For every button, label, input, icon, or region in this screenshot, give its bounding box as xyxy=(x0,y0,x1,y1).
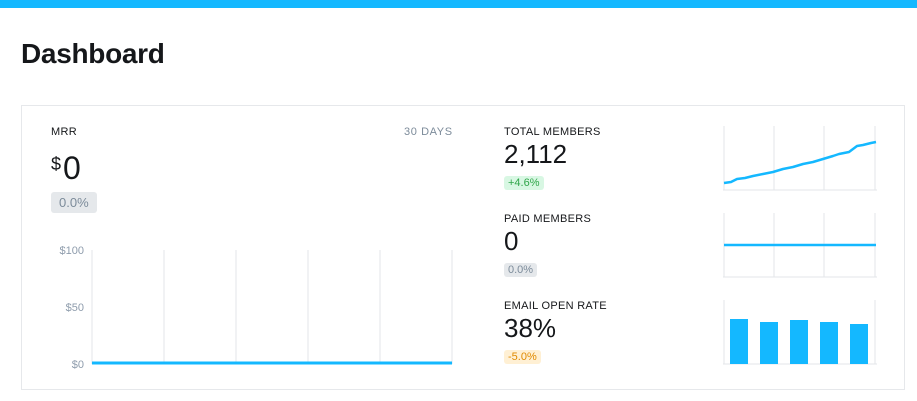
metric-value: 38% xyxy=(504,313,557,343)
email-open-rate-metric[interactable]: EMAIL OPEN RATE 38% -5.0% xyxy=(504,300,904,380)
bar xyxy=(790,320,808,364)
metric-value: 0 xyxy=(504,226,519,256)
paid-members-metric[interactable]: PAID MEMBERS 0 0.0% xyxy=(504,213,904,293)
y-tick-label: $100 xyxy=(60,245,84,257)
paid-members-sparkline xyxy=(723,213,877,278)
mrr-chart[interactable]: $100 $50 $0 xyxy=(40,236,460,371)
bar xyxy=(850,324,868,364)
metric-label: TOTAL MEMBERS xyxy=(504,126,601,138)
date-range-label: 30 DAYS xyxy=(404,126,453,138)
currency-symbol: $ xyxy=(51,154,62,174)
total-members-series-line xyxy=(723,140,877,185)
metric-label: EMAIL OPEN RATE xyxy=(504,300,607,312)
bar xyxy=(730,319,748,364)
bar xyxy=(760,322,778,364)
email-open-rate-bar-chart xyxy=(723,300,877,365)
metric-value: 2,112 xyxy=(504,139,568,169)
page-title: Dashboard xyxy=(21,38,165,69)
dashboard-card: MRR 30 DAYS $0 0.0% $100 $50 $0 TOTAL ME… xyxy=(21,105,905,390)
mrr-label: MRR xyxy=(51,126,77,138)
mrr-value: $0 xyxy=(51,150,81,187)
metric-label: PAID MEMBERS xyxy=(504,213,592,225)
mrr-amount: 0 xyxy=(63,150,81,186)
metric-change-badge: -5.0% xyxy=(504,350,541,364)
total-members-sparkline xyxy=(723,126,877,191)
metric-change-badge: 0.0% xyxy=(504,263,538,277)
y-tick-label: $0 xyxy=(72,359,84,371)
y-tick-label: $50 xyxy=(66,302,84,314)
bar xyxy=(820,322,838,364)
total-members-metric[interactable]: TOTAL MEMBERS 2,112 +4.6% xyxy=(504,126,904,206)
top-accent-bar xyxy=(0,0,917,8)
mrr-change-badge: 0.0% xyxy=(51,192,97,213)
metric-change-badge: +4.6% xyxy=(504,176,544,190)
